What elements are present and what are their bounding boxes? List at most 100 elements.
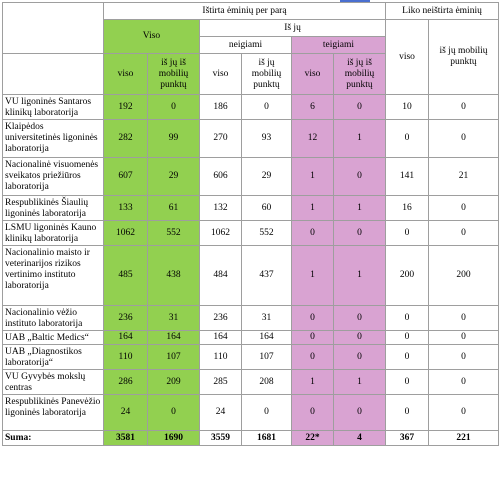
negative-mobile-cell: 208 <box>241 369 292 395</box>
total-mobile-cell: 61 <box>147 195 200 221</box>
lab-name: Respublikinės Šiaulių ligoninės laborato… <box>2 195 104 221</box>
table-row: VU ligoninės Santaros klinikų laboratori… <box>2 94 499 120</box>
total-mobile-cell: 164 <box>147 330 200 345</box>
remaining-cell: 16 <box>385 195 429 221</box>
negative-mobile-cell: 93 <box>241 119 292 158</box>
negative-cell: 270 <box>199 119 242 158</box>
remaining-cell: 200 <box>385 245 429 306</box>
positive-cell: 12 <box>291 119 334 158</box>
total-cell: 110 <box>103 344 148 370</box>
col-total-mobile: iš jų iš mobilių punktų <box>147 53 200 95</box>
negative-cell: 285 <box>199 369 242 395</box>
remaining-cell: 0 <box>385 330 429 345</box>
lab-name: VU Gyvybės mokslų centras <box>2 369 104 395</box>
positive-cell: 0 <box>291 220 334 246</box>
total-mobile-cell: 0 <box>147 394 200 431</box>
positive-mobile-cell: 1 <box>333 195 386 221</box>
positive-cell: 0 <box>291 394 334 431</box>
table-row: LSMU ligoninės Kauno klinikų laboratorij… <box>2 220 499 246</box>
sum-total-cell: 3581 <box>103 430 148 446</box>
table-row: Nacionalinio maisto ir veterinarijos riz… <box>2 245 499 306</box>
header-remaining-mobile: iš jų mobilių punktų <box>428 19 499 95</box>
remaining-cell: 0 <box>385 344 429 370</box>
total-mobile-cell: 107 <box>147 344 200 370</box>
negative-mobile-cell: 31 <box>241 305 292 331</box>
total-cell: 286 <box>103 369 148 395</box>
col-positive-mobile: iš jų iš mobilių punktų <box>333 53 386 95</box>
remaining-mobile-cell: 0 <box>428 220 499 246</box>
negative-mobile-cell: 60 <box>241 195 292 221</box>
link-underline <box>340 0 370 2</box>
remaining-mobile-cell: 0 <box>428 330 499 345</box>
positive-mobile-cell: 0 <box>333 157 386 196</box>
total-cell: 1062 <box>103 220 148 246</box>
remaining-mobile-cell: 0 <box>428 195 499 221</box>
corner-cell-lower <box>2 53 104 95</box>
negative-mobile-cell: 0 <box>241 394 292 431</box>
negative-mobile-cell: 107 <box>241 344 292 370</box>
col-positive: viso <box>291 53 334 95</box>
lab-name: Klaipėdos universitetinės ligoninės labo… <box>2 119 104 158</box>
sum-total-mobile-cell: 1690 <box>147 430 200 446</box>
lab-name: Nacionalinio vėžio instituto laboratorij… <box>2 305 104 331</box>
positive-mobile-cell: 0 <box>333 330 386 345</box>
sum-remaining-cell: 367 <box>385 430 429 446</box>
total-mobile-cell: 0 <box>147 94 200 120</box>
remaining-mobile-cell: 0 <box>428 305 499 331</box>
total-cell: 282 <box>103 119 148 158</box>
negative-mobile-cell: 437 <box>241 245 292 306</box>
sum-positive-mobile-cell: 4 <box>333 430 386 446</box>
negative-mobile-cell: 552 <box>241 220 292 246</box>
negative-cell: 110 <box>199 344 242 370</box>
table-row: UAB „Baltic Medics“ 164 164 164 164 0 0 0 0 <box>2 330 499 345</box>
remaining-mobile-cell: 0 <box>428 394 499 431</box>
total-cell: 133 <box>103 195 148 221</box>
negative-cell: 132 <box>199 195 242 221</box>
sum-negative-mobile-cell: 1681 <box>241 430 292 446</box>
sum-positive-cell: 22* <box>291 430 334 446</box>
lab-test-table: Ištirta ėminių per parą Liko neištirta ė… <box>2 2 499 446</box>
lab-name: UAB „Baltic Medics“ <box>2 330 104 345</box>
corner-cell <box>2 2 104 54</box>
sum-remaining-mobile-cell: 221 <box>428 430 499 446</box>
positive-mobile-cell: 0 <box>333 94 386 120</box>
positive-cell: 0 <box>291 344 334 370</box>
negative-cell: 186 <box>199 94 242 120</box>
remaining-mobile-cell: 200 <box>428 245 499 306</box>
remaining-cell: 0 <box>385 220 429 246</box>
col-negative: viso <box>199 53 242 95</box>
table-row: UAB „Diagnostikos laboratorija“ 110 107 110… <box>2 344 499 370</box>
remaining-cell: 10 <box>385 94 429 120</box>
total-cell: 192 <box>103 94 148 120</box>
col-negative-mobile: iš jų mobilių punktų <box>241 53 292 95</box>
total-mobile-cell: 552 <box>147 220 200 246</box>
total-cell: 236 <box>103 305 148 331</box>
positive-mobile-cell: 0 <box>333 220 386 246</box>
top-strip <box>0 0 500 2</box>
remaining-mobile-cell: 21 <box>428 157 499 196</box>
positive-mobile-cell: 0 <box>333 305 386 331</box>
positive-cell: 0 <box>291 305 334 331</box>
negative-mobile-cell: 164 <box>241 330 292 345</box>
lab-name: Nacionalinė visuomenės sveikatos priežiū… <box>2 157 104 196</box>
header-total: Viso <box>103 19 200 54</box>
remaining-cell: 0 <box>385 394 429 431</box>
negative-cell: 484 <box>199 245 242 306</box>
total-mobile-cell: 29 <box>147 157 200 196</box>
remaining-cell: 0 <box>385 305 429 331</box>
positive-cell: 1 <box>291 195 334 221</box>
lab-name: VU ligoninės Santaros klinikų laboratori… <box>2 94 104 120</box>
header-of-them: Iš jų <box>199 19 386 37</box>
header-remaining-total: viso <box>385 19 429 95</box>
remaining-cell: 0 <box>385 119 429 158</box>
negative-cell: 236 <box>199 305 242 331</box>
positive-cell: 1 <box>291 369 334 395</box>
positive-mobile-cell: 1 <box>333 245 386 306</box>
negative-cell: 164 <box>199 330 242 345</box>
negative-cell: 606 <box>199 157 242 196</box>
positive-mobile-cell: 0 <box>333 344 386 370</box>
table-row: Respublikinės Šiaulių ligoninės laborato… <box>2 195 499 221</box>
remaining-mobile-cell: 0 <box>428 369 499 395</box>
negative-cell: 24 <box>199 394 242 431</box>
table-row: Nacionalinė visuomenės sveikatos priežiū… <box>2 157 499 196</box>
